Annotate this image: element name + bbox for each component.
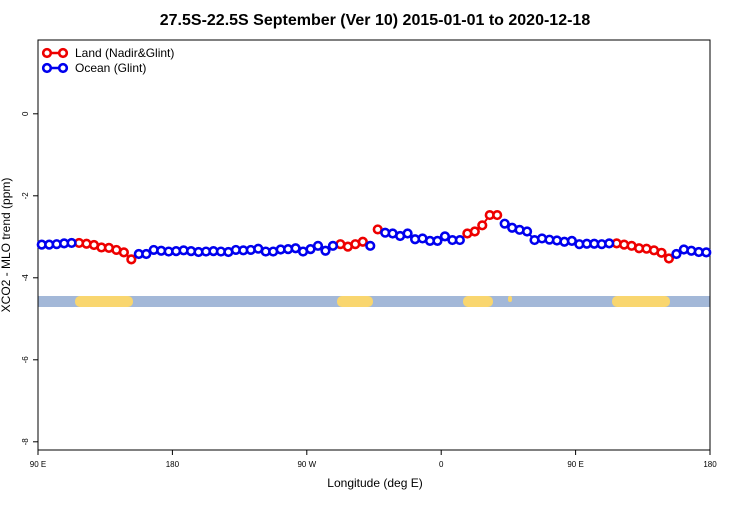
land-patch xyxy=(508,296,512,302)
legend-marker xyxy=(41,62,53,74)
legend-marker xyxy=(57,62,69,74)
data-point xyxy=(126,254,137,265)
x-tick-label: 90 E xyxy=(567,460,583,469)
y-tick-label: -2 xyxy=(21,192,30,200)
x-tick-label: 180 xyxy=(166,460,180,469)
data-point xyxy=(439,231,451,242)
y-axis-label: XCO2 - MLO trend (ppm) xyxy=(0,178,13,313)
land-mask xyxy=(38,296,710,307)
data-point xyxy=(656,247,667,258)
x-axis-label: Longitude (deg E) xyxy=(327,476,422,490)
legend-label: Ocean (Glint) xyxy=(75,61,146,75)
data-point xyxy=(604,238,615,249)
y-tick-label: -4 xyxy=(21,274,30,282)
data-point xyxy=(402,228,413,239)
data-point xyxy=(663,253,675,264)
data-point xyxy=(141,248,152,260)
legend-marker xyxy=(41,47,53,59)
data-point xyxy=(701,247,712,258)
x-tick-label: 90 E xyxy=(30,460,46,469)
chart-title: 27.5S-22.5S September (Ver 10) 2015-01-0… xyxy=(160,12,591,29)
series xyxy=(36,218,712,260)
data-point xyxy=(432,235,443,246)
legend-marker xyxy=(57,47,69,59)
data-point xyxy=(499,218,510,229)
data-point xyxy=(671,248,682,260)
land-patch xyxy=(337,296,373,307)
data-point xyxy=(357,236,368,247)
data-point xyxy=(320,245,331,256)
data-point xyxy=(327,240,339,251)
data-point xyxy=(521,226,533,237)
data-point xyxy=(66,237,77,249)
data-point xyxy=(365,240,376,251)
legend-label: Land (Nadir&Glint) xyxy=(75,46,174,60)
legend: Land (Nadir&Glint)Ocean (Glint) xyxy=(41,46,174,75)
x-tick-label: 90 W xyxy=(297,460,316,469)
y-tick-label: -6 xyxy=(21,356,30,364)
series xyxy=(73,209,675,265)
ocean-band xyxy=(38,296,710,307)
land-patch xyxy=(612,296,670,307)
data-point xyxy=(312,240,324,251)
land-patch xyxy=(463,296,493,307)
data-point xyxy=(118,247,129,258)
data-point xyxy=(492,209,503,221)
y-tick-label: -8 xyxy=(21,438,30,446)
data-point xyxy=(469,226,480,237)
data-point xyxy=(454,234,465,246)
data-point xyxy=(477,220,488,231)
land-patch xyxy=(75,296,133,307)
y-tick-label: 0 xyxy=(21,111,30,116)
x-tick-label: 0 xyxy=(439,460,444,469)
x-tick-label: 180 xyxy=(703,460,717,469)
